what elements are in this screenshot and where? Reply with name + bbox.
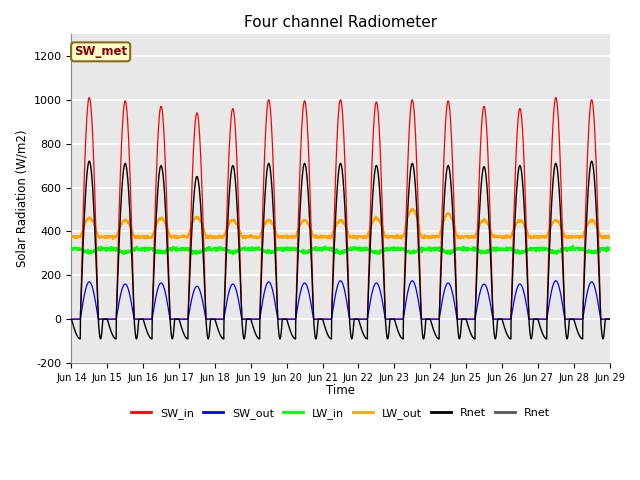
Y-axis label: Solar Radiation (W/m2): Solar Radiation (W/m2) [15,130,28,267]
Title: Four channel Radiometer: Four channel Radiometer [244,15,437,30]
Legend: SW_in, SW_out, LW_in, LW_out, Rnet, Rnet: SW_in, SW_out, LW_in, LW_out, Rnet, Rnet [127,404,554,423]
Text: SW_met: SW_met [74,45,127,59]
X-axis label: Time: Time [326,384,355,397]
